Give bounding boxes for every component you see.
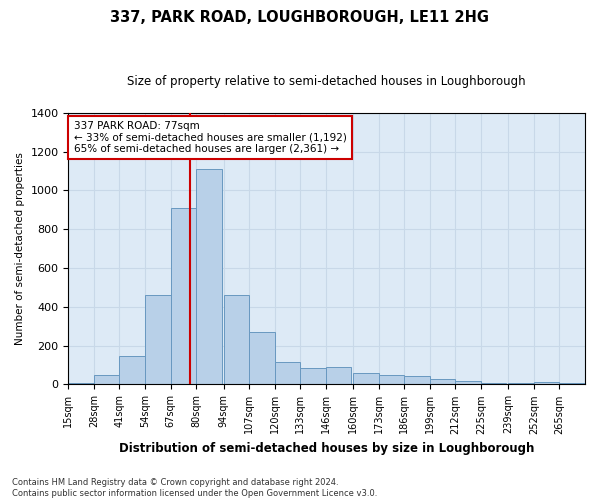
Bar [145, 295, 170, 384]
Bar [379, 374, 404, 384]
Bar [249, 332, 275, 384]
Title: Size of property relative to semi-detached houses in Loughborough: Size of property relative to semi-detach… [127, 75, 526, 88]
Text: Contains HM Land Registry data © Crown copyright and database right 2024.
Contai: Contains HM Land Registry data © Crown c… [12, 478, 377, 498]
Bar [430, 378, 455, 384]
Bar [275, 362, 300, 384]
Text: 337, PARK ROAD, LOUGHBOROUGH, LE11 2HG: 337, PARK ROAD, LOUGHBOROUGH, LE11 2HG [110, 10, 490, 25]
Bar [353, 373, 379, 384]
Bar [68, 382, 94, 384]
Bar [196, 169, 221, 384]
X-axis label: Distribution of semi-detached houses by size in Loughborough: Distribution of semi-detached houses by … [119, 442, 535, 455]
Bar [404, 376, 430, 384]
Text: 337 PARK ROAD: 77sqm
← 33% of semi-detached houses are smaller (1,192)
65% of se: 337 PARK ROAD: 77sqm ← 33% of semi-detac… [74, 121, 346, 154]
Bar [300, 368, 326, 384]
Bar [119, 356, 145, 384]
Bar [534, 382, 559, 384]
Bar [326, 367, 351, 384]
Y-axis label: Number of semi-detached properties: Number of semi-detached properties [15, 152, 25, 345]
Bar [94, 374, 119, 384]
Bar [224, 295, 249, 384]
Bar [455, 380, 481, 384]
Bar [170, 208, 196, 384]
